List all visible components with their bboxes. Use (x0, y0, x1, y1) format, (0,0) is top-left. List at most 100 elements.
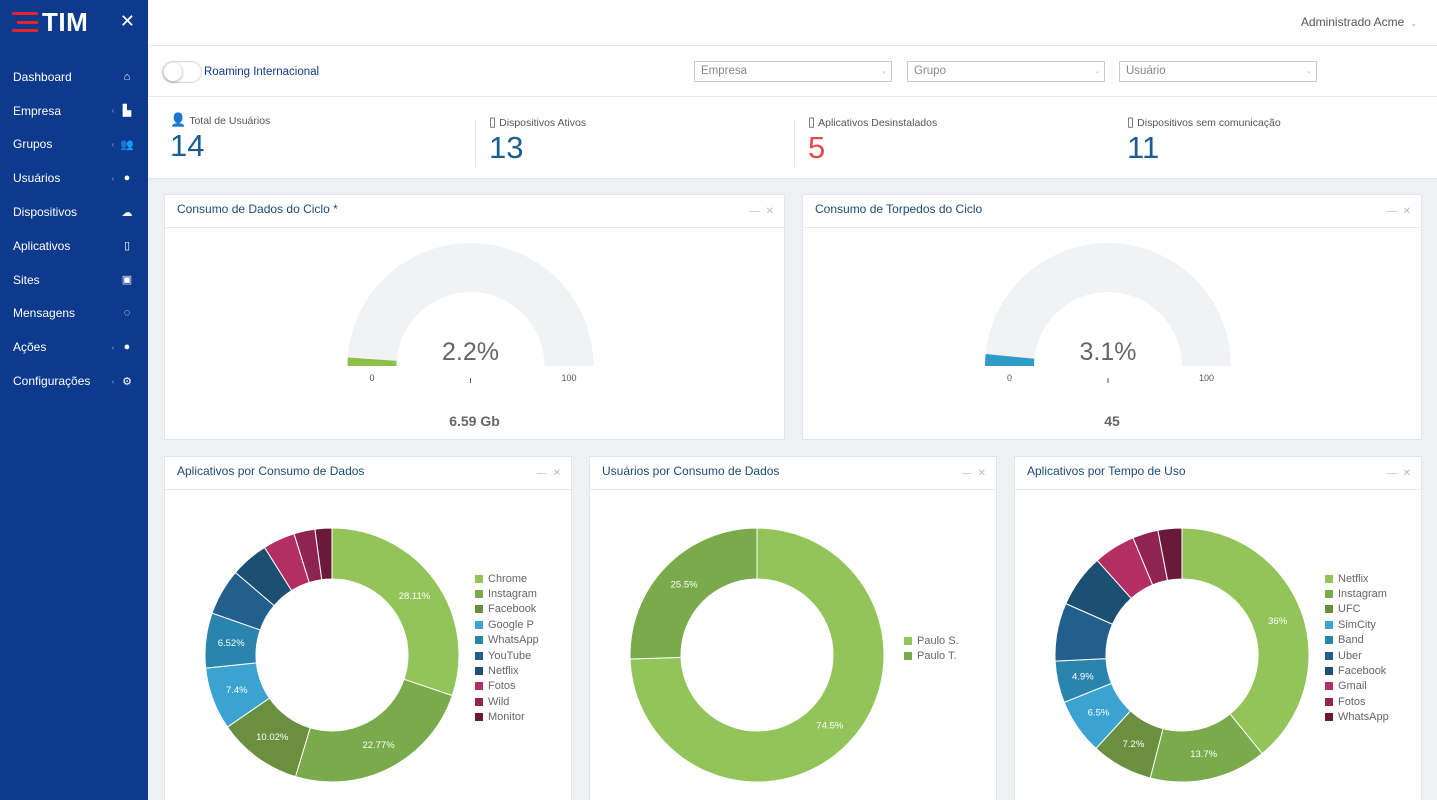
legend-swatch (475, 697, 483, 706)
legend-item[interactable]: Paulo T. (904, 648, 959, 663)
sidebar-item-label: Sites (13, 272, 40, 287)
legend-item[interactable]: WhatsApp (475, 633, 539, 648)
grupo-placeholder: Grupo (914, 65, 946, 77)
donut-slice[interactable] (1181, 527, 1310, 755)
sidebar-item-label: Mensagens (13, 306, 76, 321)
legend-item[interactable]: Instagram (1325, 586, 1389, 601)
chevron-down-icon: ⌄ (1306, 68, 1312, 75)
slice-data-label: 28.11% (399, 591, 431, 602)
legend-swatch (1325, 636, 1333, 645)
sidebar-item-dispositivos[interactable]: Dispositivos ☁ (0, 195, 148, 229)
legend-label: YouTube (488, 649, 532, 662)
sidebar-item-mensagens[interactable]: Mensagens ◌ (0, 297, 148, 331)
sidebar-item-aplicativos[interactable]: Aplicativos ▯ (0, 229, 148, 263)
donut-slice[interactable] (629, 527, 758, 660)
usuario-select[interactable]: Usuário ⌄ (1119, 61, 1317, 82)
stat-total-usuarios: 👤 Total de Usuários 14 (170, 109, 270, 163)
stat-aplicativos-desinstalados: ▯ Aplicativos Desinstalados 5 (808, 111, 937, 165)
legend-label: Instagram (488, 588, 537, 601)
sidebar-item-grupos[interactable]: Grupos ‹ 👥 (0, 128, 148, 162)
roaming-toggle[interactable] (162, 61, 202, 83)
donut-chart: 28.11% 22.77% 10.02% 7.4% 6.52% (204, 527, 460, 783)
mobile-icon: ▯ (123, 240, 131, 253)
minimize-icon[interactable]: — (1386, 206, 1397, 217)
slice-data-label: 4.9% (1072, 672, 1094, 683)
legend-item[interactable]: WhatsApp (1325, 710, 1389, 725)
close-icon[interactable]: ✕ (765, 206, 774, 217)
slice-data-label: 7.2% (1123, 739, 1145, 750)
sidebar-item-sites[interactable]: Sites ▣ (0, 263, 148, 297)
donut-chart: 36% 13.7% 7.2% 6.5% 4.9% (1054, 527, 1310, 783)
chevron-down-icon: ⌄ (881, 68, 887, 75)
slice-data-label: 74.5% (816, 721, 843, 732)
legend-item[interactable]: Gmail (1325, 679, 1389, 694)
grupo-select[interactable]: Grupo ⌄ (907, 61, 1105, 82)
close-icon[interactable]: ✕ (552, 468, 561, 479)
uninstall-icon: ▯ (808, 114, 816, 129)
stat-label: Dispositivos sem comunicação (1137, 117, 1281, 129)
chart-legend: Netflix Instagram UFC SimCity Band Uber Facebo… (1325, 571, 1389, 725)
sidebar-item-usuarios[interactable]: Usuários ‹ ● (0, 161, 148, 195)
minimize-icon[interactable]: — (1386, 468, 1397, 479)
legend-label: Paulo T. (917, 650, 957, 663)
legend-item[interactable]: YouTube (475, 648, 539, 663)
legend-swatch (475, 636, 483, 645)
chat-icon: ◌ (123, 307, 131, 320)
close-sidebar-icon[interactable]: ✕ (119, 11, 135, 31)
legend-item[interactable]: Monitor (475, 710, 539, 725)
stat-value: 5 (808, 130, 826, 165)
sidebar-item-configuracoes[interactable]: Configurações ‹ ⚙ (0, 364, 148, 398)
sidebar-item-label: Aplicativos (13, 238, 71, 253)
user-menu[interactable]: Administrado Acme ⌄ (1301, 15, 1417, 29)
usuario-placeholder: Usuário (1126, 65, 1166, 77)
minimize-icon[interactable]: — (749, 206, 760, 217)
sidebar-item-empresa[interactable]: Empresa ‹ ▙ (0, 94, 148, 128)
legend-item[interactable]: Facebook (475, 602, 539, 617)
panel-title: Consumo de Torpedos do Ciclo (815, 202, 983, 216)
legend-label: Uber (1338, 649, 1362, 662)
legend-item[interactable]: Instagram (475, 586, 539, 601)
gauge-min: 0 (369, 373, 374, 383)
legend-item[interactable]: Fotos (1325, 694, 1389, 709)
legend-item[interactable]: Uber (1325, 648, 1389, 663)
legend-swatch (475, 590, 483, 599)
legend-item[interactable]: Band (1325, 633, 1389, 648)
legend-swatch (475, 651, 483, 660)
legend-item[interactable]: UFC (1325, 602, 1389, 617)
minimize-icon[interactable]: — (961, 468, 972, 479)
legend-item[interactable]: Google P (475, 617, 539, 632)
close-icon[interactable]: ✕ (1402, 468, 1411, 479)
legend-label: Google P (488, 618, 534, 631)
chevron-left-icon: ‹ (111, 376, 115, 386)
legend-item[interactable]: Wild (475, 694, 539, 709)
legend-item[interactable]: Facebook (1325, 663, 1389, 678)
brand-logo[interactable]: TIM ✕ (0, 0, 148, 44)
close-icon[interactable]: ✕ (977, 468, 986, 479)
legend-swatch (1325, 697, 1333, 706)
legend-item[interactable]: Netflix (1325, 571, 1389, 586)
sidebar-item-acoes[interactable]: Ações ‹ ● (0, 330, 148, 364)
donut-slice[interactable] (331, 527, 460, 697)
slice-data-label: 22.77% (362, 740, 395, 751)
donut-slice[interactable] (1157, 527, 1183, 581)
legend-label: SimCity (1338, 618, 1376, 631)
empresa-select[interactable]: Empresa ⌄ (694, 61, 892, 82)
legend-item[interactable]: Fotos (475, 679, 539, 694)
legend-item[interactable]: Chrome (475, 571, 539, 586)
legend-label: Facebook (1338, 665, 1387, 678)
panel-title: Aplicativos por Tempo de Uso (1027, 464, 1186, 478)
legend-item[interactable]: Netflix (475, 663, 539, 678)
minimize-icon[interactable]: — (536, 468, 547, 479)
donut-slice[interactable] (294, 678, 453, 783)
gauge-percent: 3.1% (1080, 338, 1137, 366)
legend-item[interactable]: Paulo S. (904, 633, 959, 648)
sidebar-item-dashboard[interactable]: Dashboard ⌂ (0, 60, 148, 94)
divider (794, 119, 795, 167)
legend-label: Band (1338, 634, 1364, 647)
legend-item[interactable]: SimCity (1325, 617, 1389, 632)
donut-slice[interactable] (314, 527, 333, 581)
close-icon[interactable]: ✕ (1402, 206, 1411, 217)
gauge-chart: 2.2% 0 100 (347, 243, 594, 383)
donut-slice[interactable] (629, 527, 885, 783)
sidebar-item-label: Empresa (13, 103, 62, 118)
